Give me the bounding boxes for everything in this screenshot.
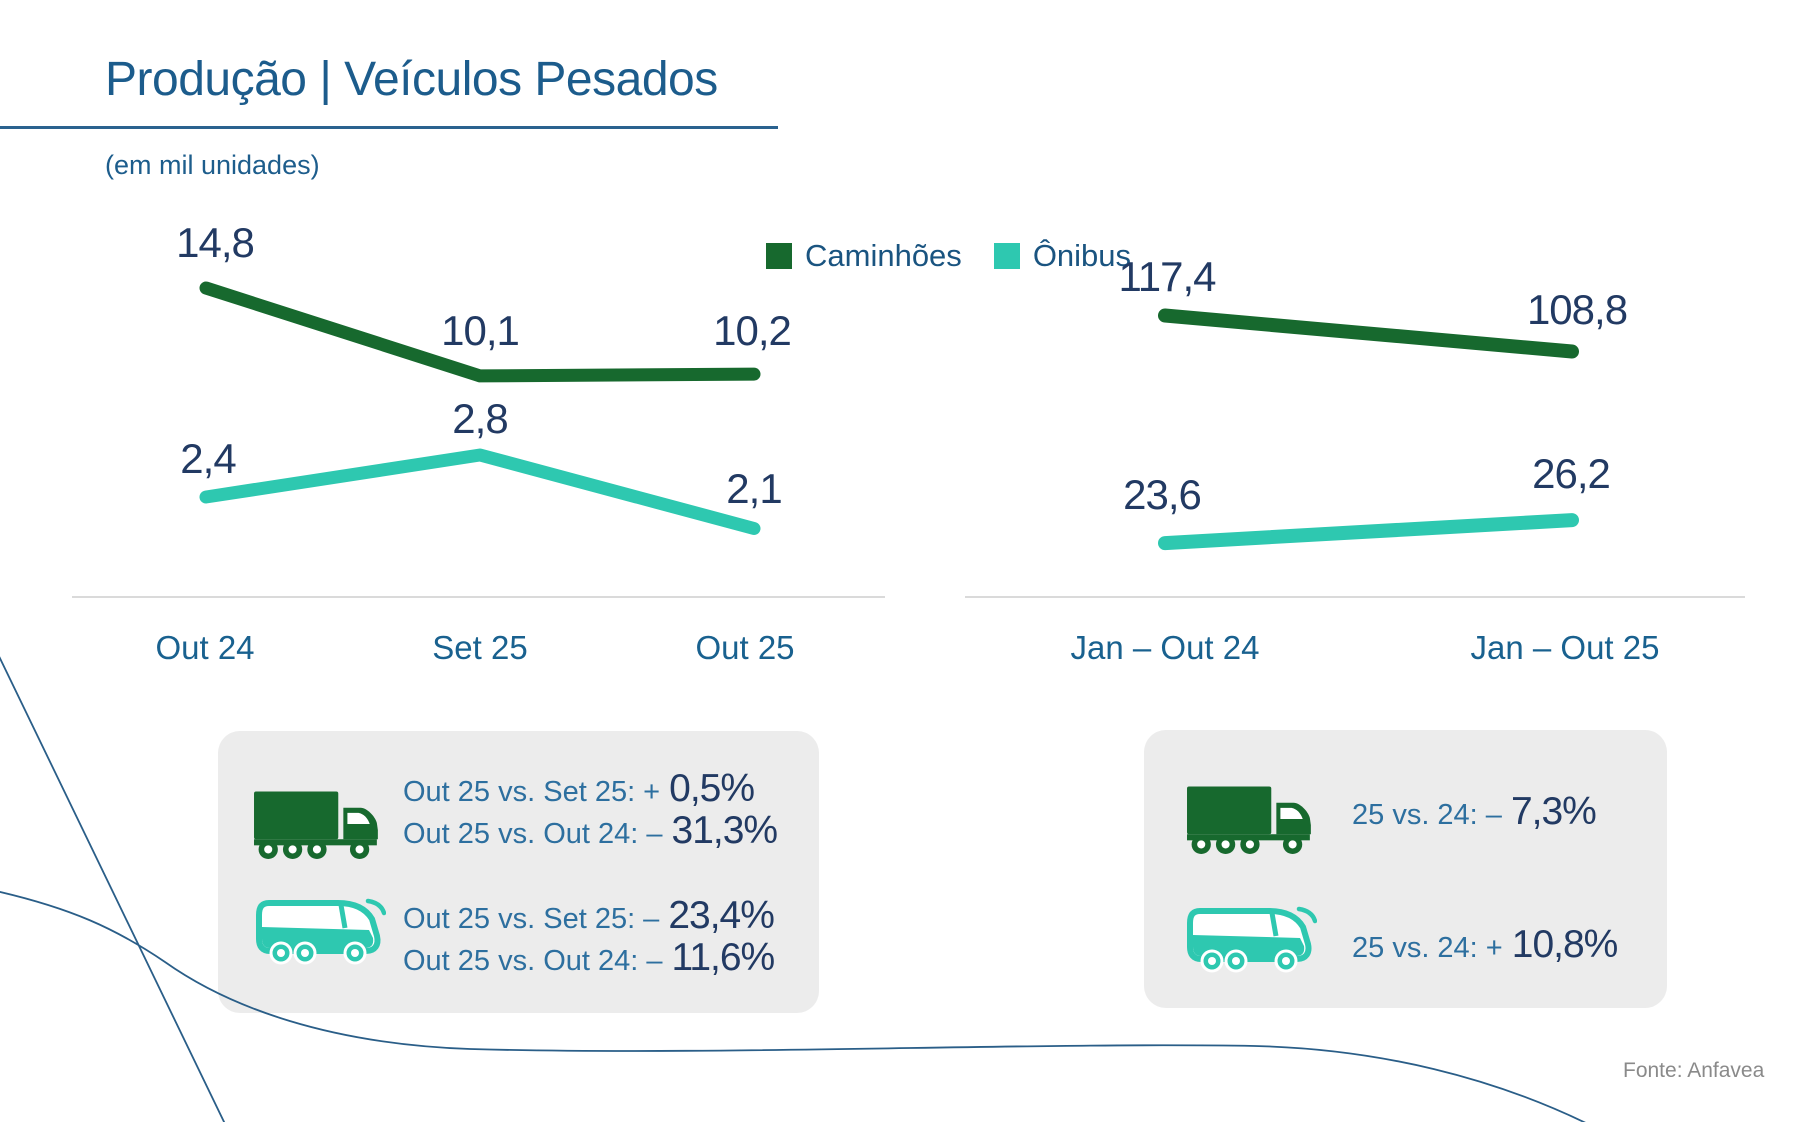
annotation-line: Out 25 vs. Out 24: –31,3%: [403, 809, 779, 852]
axis-label: Out 25: [695, 629, 795, 666]
page-subtitle: (em mil unidades): [105, 150, 320, 180]
axis-label: Set 25: [432, 629, 528, 666]
annotation-prefix: Out 25 vs. Out 24: –: [403, 945, 663, 977]
annotation-line: 25 vs. 24: –7,3%: [1352, 790, 1597, 833]
legend-item-caminhoes: Caminhões: [766, 238, 962, 274]
truck-icon: [253, 786, 387, 860]
truck-legend-swatch-icon: [766, 243, 792, 269]
value-label: 10,2: [713, 307, 792, 354]
bus-legend-swatch-icon: [993, 243, 1020, 269]
bus-icon: [1184, 902, 1318, 974]
axis-label: Jan – Out 24: [1070, 629, 1260, 666]
monthly-summary-box: [218, 731, 819, 1013]
value-label: 108,8: [1526, 286, 1628, 333]
chart-legend: Caminhões Ônibus: [766, 238, 1131, 274]
value-label: 117,4: [1118, 253, 1217, 300]
legend-label-caminhoes: Caminhões: [805, 238, 962, 273]
value-label: 14,8: [176, 219, 255, 266]
annotation-prefix: Out 25 vs. Out 24: –: [403, 818, 663, 850]
monthly-bus-line: [199, 448, 761, 535]
annotation-value: 23,4%: [668, 894, 775, 937]
annotation-value: 11,6%: [671, 936, 776, 979]
value-label: 2,1: [726, 465, 782, 512]
annotation-line: Out 25 vs. Set 25: +0,5%: [403, 768, 777, 810]
annotation-line: Out 25 vs. Out 24: –11,6%: [403, 936, 776, 979]
ytd-truck-line: [1158, 308, 1579, 359]
legend-label-onibus: Ônibus: [1032, 238, 1132, 273]
value-label: 23,6: [1123, 471, 1202, 518]
truck-icon: [1186, 781, 1320, 855]
ytd-bus-annotation: 25 vs. 24: +10,8%: [1352, 923, 1619, 966]
ytd-axis-line: [965, 596, 1745, 598]
page-title: Produção | Veículos Pesados: [105, 53, 718, 106]
monthly-truck-line: [199, 281, 761, 383]
value-label: 2,8: [452, 395, 508, 442]
annotation-line: Out 25 vs. Set 25: –23,4%: [403, 894, 775, 937]
annotation-prefix: 25 vs. 24: +: [1352, 932, 1503, 964]
annotation-value: 7,3%: [1510, 790, 1597, 833]
legend-item-onibus: Ônibus: [993, 238, 1132, 274]
source-credit: Fonte: Anfavea: [1623, 1059, 1765, 1082]
decorative-diagonal-line: [0, 656, 226, 1122]
axis-label: Jan – Out 25: [1470, 629, 1660, 666]
monthly-bus-annotation: Out 25 vs. Set 25: –23,4% Out 25 vs. Out…: [403, 894, 776, 979]
axis-label: Out 24: [155, 629, 255, 666]
decorative-curve: [0, 891, 1586, 1122]
annotation-prefix: Out 25 vs. Set 25: –: [403, 903, 660, 935]
annotation-prefix: 25 vs. 24: –: [1352, 799, 1502, 831]
annotation-value: 31,3%: [671, 809, 779, 852]
annotation-value: 0,5%: [669, 767, 755, 810]
annotation-value: 10,8%: [1511, 923, 1619, 966]
value-label: 26,2: [1532, 450, 1611, 497]
annotation-prefix: Out 25 vs. Set 25: +: [403, 776, 661, 808]
value-label: 10,1: [441, 307, 520, 354]
title-underline: [0, 126, 778, 129]
ytd-bus-line: [1158, 513, 1579, 551]
ytd-truck-annotation: 25 vs. 24: –7,3%: [1352, 790, 1597, 833]
bus-icon: [253, 894, 387, 966]
value-label: 2,4: [180, 435, 236, 482]
monthly-axis-line: [72, 596, 885, 598]
monthly-truck-annotation: Out 25 vs. Set 25: +0,5% Out 25 vs. Out …: [403, 768, 779, 852]
annotation-line: 25 vs. 24: +10,8%: [1352, 923, 1619, 966]
